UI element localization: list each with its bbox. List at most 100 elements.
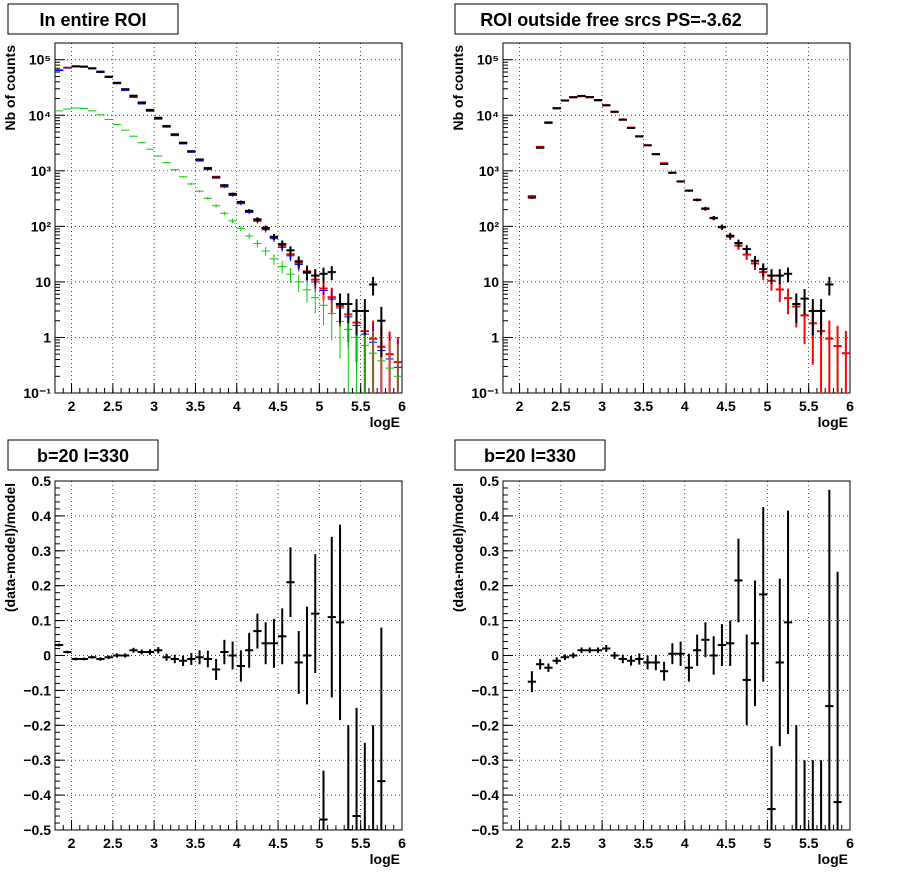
data-point xyxy=(187,150,196,153)
x-tick-label: 4 xyxy=(233,398,241,414)
plot-frame xyxy=(502,480,851,831)
data-point xyxy=(112,124,122,126)
data-point xyxy=(717,624,727,666)
data-point xyxy=(261,622,270,665)
data-point xyxy=(327,536,336,698)
data-point xyxy=(63,650,72,654)
x-axis-title: logE xyxy=(818,414,848,430)
data-point xyxy=(816,299,826,336)
data-point xyxy=(618,118,627,121)
data-point xyxy=(668,171,677,174)
data-point xyxy=(709,215,718,221)
data-point xyxy=(544,663,553,672)
data-point xyxy=(717,224,727,230)
data-point xyxy=(278,260,287,274)
data-point xyxy=(112,653,122,658)
data-point xyxy=(170,135,179,137)
data-point xyxy=(816,760,826,830)
y-tick-label: −0.4 xyxy=(471,787,499,803)
x-tick-label: 6 xyxy=(398,398,406,414)
y-tick-label: 10⁴ xyxy=(477,107,500,123)
data-point xyxy=(544,121,553,124)
data-point xyxy=(203,167,212,170)
x-tick-label: 3.5 xyxy=(186,835,206,851)
x-tick-label: 4.5 xyxy=(716,835,736,851)
data-point xyxy=(278,240,287,249)
data-point xyxy=(783,267,793,283)
data-point xyxy=(245,632,254,668)
data-point xyxy=(129,135,138,137)
x-tick-label: 6 xyxy=(846,398,854,414)
y-tick-label: 0 xyxy=(491,648,499,664)
x-tick-label: 2 xyxy=(516,398,524,414)
data-point xyxy=(170,654,179,664)
series-3 xyxy=(71,65,386,358)
x-tick-label: 3 xyxy=(150,398,158,414)
x-tick-label: 3.5 xyxy=(186,398,206,414)
x-tick-label: 6 xyxy=(398,835,406,851)
series-1 xyxy=(527,94,834,336)
y-tick-label: 10³ xyxy=(31,163,52,179)
data-point xyxy=(585,647,594,654)
data-point xyxy=(319,294,328,326)
data-point xyxy=(536,658,545,670)
data-point xyxy=(162,162,171,164)
x-axis-title: logE xyxy=(370,414,400,430)
data-point xyxy=(560,654,570,661)
data-point xyxy=(327,301,336,341)
data-point xyxy=(311,554,320,673)
y-tick-label: 0.3 xyxy=(32,543,52,559)
data-point xyxy=(626,126,636,129)
data-point xyxy=(841,330,850,393)
data-point xyxy=(775,269,784,285)
x-tick-label: 5 xyxy=(315,398,323,414)
data-point xyxy=(726,620,735,666)
data-point xyxy=(360,299,369,336)
data-point xyxy=(178,141,188,144)
data-point xyxy=(319,267,328,283)
data-layer xyxy=(55,65,402,393)
y-axis-title: (data-model)/model xyxy=(450,483,466,612)
data-point xyxy=(792,725,801,830)
data-point xyxy=(228,192,237,196)
data-point xyxy=(96,657,105,661)
data-point xyxy=(55,643,64,647)
data-point xyxy=(236,200,246,204)
data-point xyxy=(709,636,718,675)
y-tick-label: 1 xyxy=(43,329,51,345)
data-point xyxy=(800,288,809,315)
data-point xyxy=(203,650,212,668)
data-point xyxy=(220,211,229,216)
data-point xyxy=(684,189,694,192)
data-point xyxy=(187,182,196,185)
y-tick-label: 10⁻¹ xyxy=(471,385,499,401)
x-tick-label: 2.5 xyxy=(551,835,571,851)
data-point xyxy=(245,209,254,213)
data-point xyxy=(253,217,262,222)
data-point xyxy=(742,245,751,254)
x-tick-label: 5 xyxy=(315,835,323,851)
pad-title: b=20 l=330 xyxy=(484,446,576,466)
plot-frame xyxy=(502,42,851,394)
data-point xyxy=(121,129,130,131)
data-point xyxy=(286,246,295,256)
data-point xyxy=(178,175,188,178)
data-point xyxy=(759,507,768,682)
data-point xyxy=(220,184,229,187)
x-tick-label: 3 xyxy=(598,398,606,414)
data-point xyxy=(536,146,545,149)
data-point xyxy=(368,725,378,830)
data-point xyxy=(360,742,369,830)
y-tick-label: −0.5 xyxy=(23,822,51,838)
data-point xyxy=(269,254,279,265)
data-point xyxy=(377,627,386,830)
series-2 xyxy=(55,107,402,393)
y-tick-label: −0.3 xyxy=(23,752,51,768)
data-point xyxy=(767,746,776,830)
data-point xyxy=(659,661,669,681)
data-point xyxy=(195,650,204,665)
data-point xyxy=(651,654,660,671)
data-point xyxy=(569,652,578,659)
data-point xyxy=(137,142,146,144)
data-point xyxy=(527,671,537,693)
